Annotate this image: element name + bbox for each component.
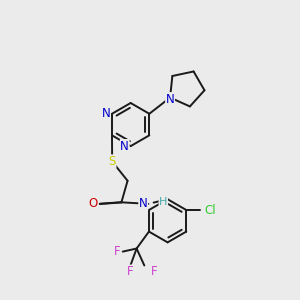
Text: N: N [102,107,110,120]
Text: S: S [109,155,116,168]
Text: O: O [88,197,98,210]
Text: H: H [159,197,167,207]
Text: Cl: Cl [205,203,216,217]
Text: F: F [127,265,134,278]
Text: F: F [151,265,157,278]
Text: N: N [166,93,175,106]
Text: N: N [120,140,129,153]
Text: F: F [114,245,120,258]
Text: N: N [139,197,148,210]
